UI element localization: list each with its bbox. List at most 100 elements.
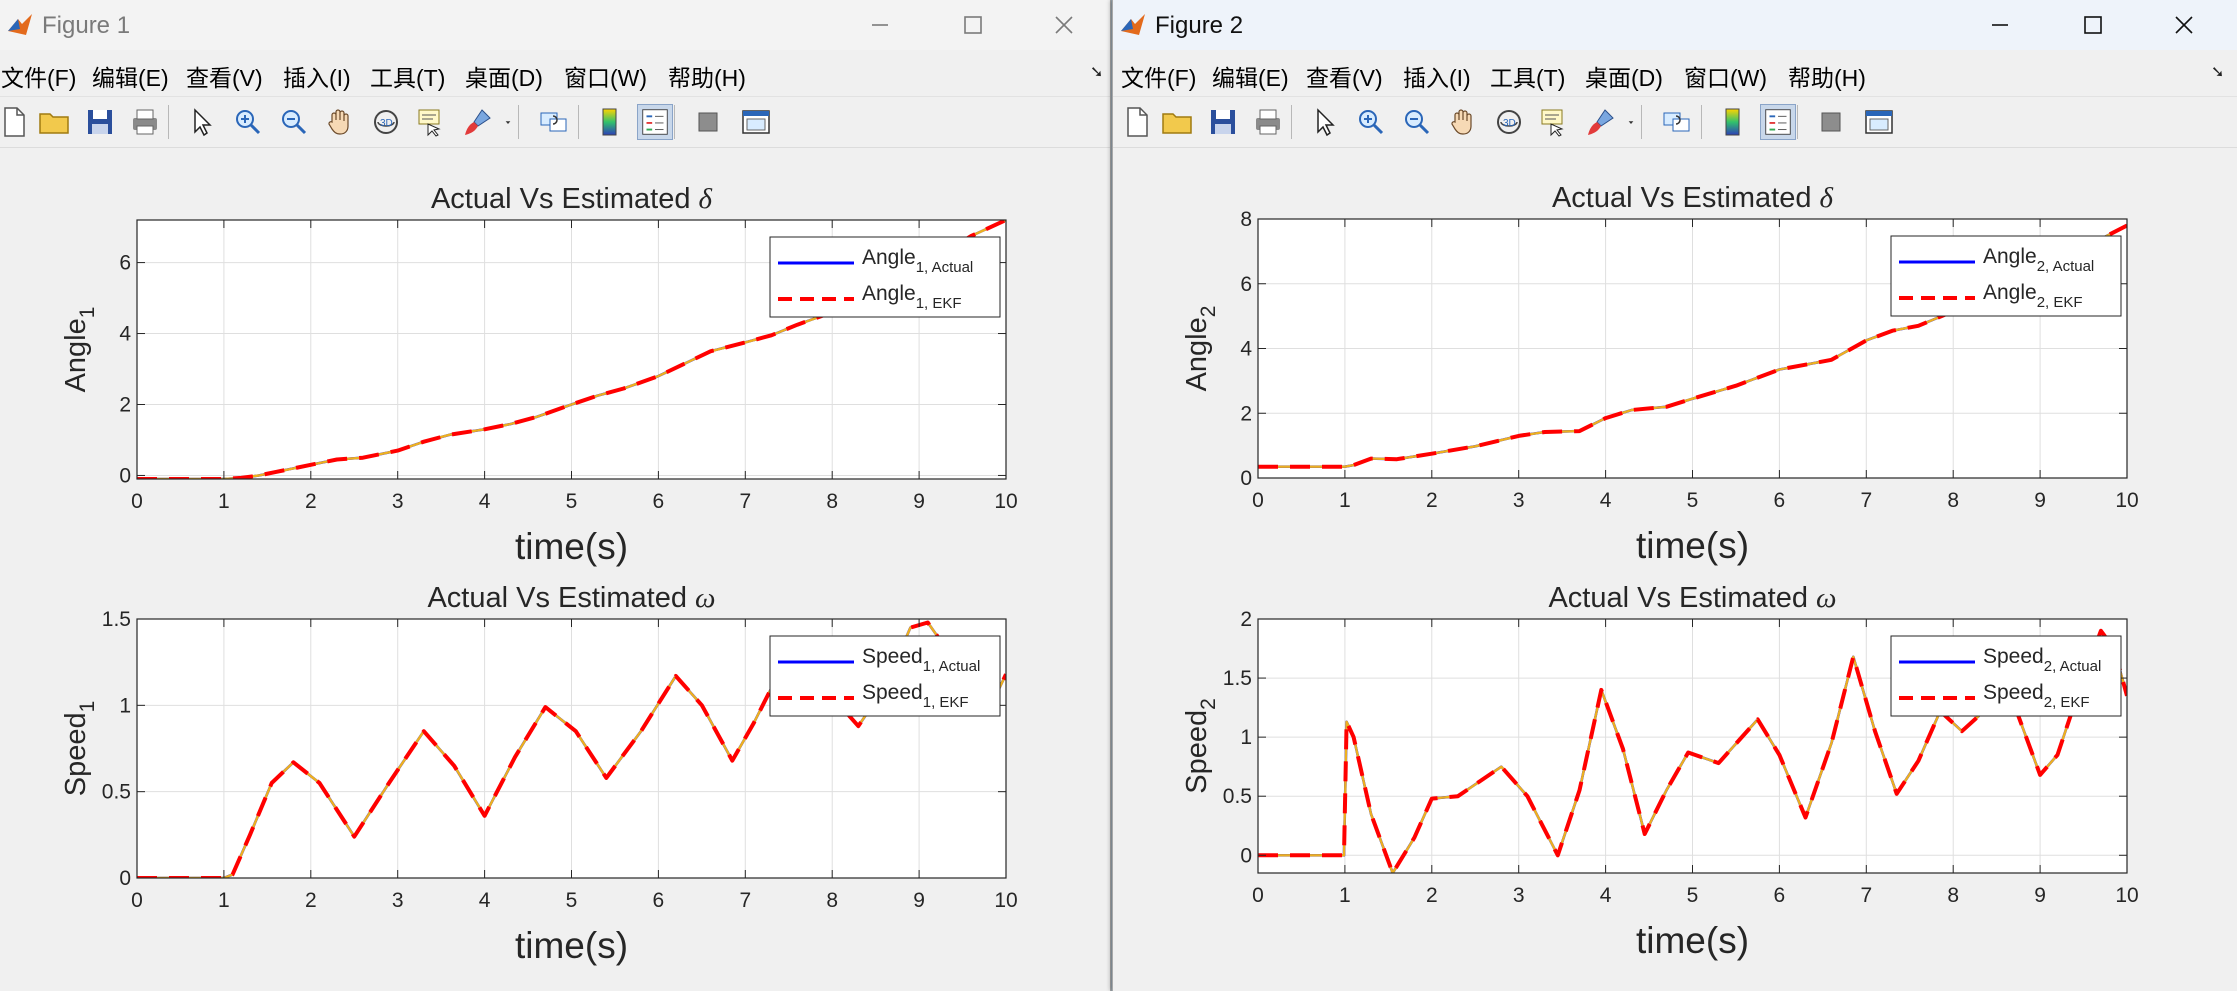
menu-tools[interactable]: 工具(T) bbox=[1490, 65, 1566, 91]
menu-tools[interactable]: 工具(T) bbox=[370, 65, 446, 91]
legend-icon[interactable] bbox=[1760, 104, 1796, 140]
x-tick-label: 10 bbox=[2115, 489, 2138, 512]
chart-title-symbol: ω bbox=[1816, 582, 1836, 614]
matlab-logo-icon bbox=[6, 11, 34, 39]
legend-icon[interactable] bbox=[637, 104, 673, 140]
y-axis-label: Angle2 bbox=[1181, 306, 1220, 392]
brush-dropdown-icon[interactable] bbox=[1624, 104, 1638, 140]
hide-plot-tools-icon[interactable] bbox=[690, 104, 726, 140]
menu-help[interactable]: 帮助(H) bbox=[668, 65, 746, 91]
menu-desktop[interactable]: 桌面(D) bbox=[1585, 65, 1663, 91]
x-tick-label: 7 bbox=[1860, 489, 1872, 512]
y-tick-label: 2 bbox=[1240, 402, 1252, 425]
axes-panel-bottom[interactable]: 0 1 2 3 4 5 6 7 8 9 10 0 0.5 1 1.5 Actual Vs Estimated … bbox=[60, 582, 1018, 966]
zoom-in-icon[interactable] bbox=[1353, 104, 1389, 140]
menu-insert[interactable]: 插入(I) bbox=[283, 65, 351, 91]
link-plot-icon[interactable] bbox=[1659, 104, 1695, 140]
brush-icon[interactable] bbox=[460, 104, 496, 140]
rotate-3d-icon[interactable]: 3D bbox=[1491, 104, 1527, 140]
x-tick-label: 7 bbox=[1860, 884, 1872, 907]
menu-desktop[interactable]: 桌面(D) bbox=[465, 65, 543, 91]
legend-label-name: Speed bbox=[862, 645, 923, 668]
y-tick-label: 0.5 bbox=[1223, 785, 1252, 808]
close-icon[interactable] bbox=[1040, 6, 1088, 44]
menu-help[interactable]: 帮助(H) bbox=[1788, 65, 1866, 91]
zoom-out-icon[interactable] bbox=[1399, 104, 1435, 140]
pan-hand-icon[interactable] bbox=[322, 104, 358, 140]
save-icon[interactable] bbox=[1205, 104, 1241, 140]
brush-dropdown-icon[interactable] bbox=[501, 104, 515, 140]
data-tips-icon[interactable] bbox=[414, 104, 450, 140]
x-tick-label: 6 bbox=[1774, 884, 1786, 907]
axes-panel-top[interactable]: 0 1 2 3 4 5 6 7 8 9 10 0 2 4 6 8 Actual Vs Estimated δ ti… bbox=[1181, 182, 2139, 566]
x-tick-label: 8 bbox=[826, 490, 838, 513]
save-icon[interactable] bbox=[82, 104, 118, 140]
new-file-icon[interactable] bbox=[1119, 104, 1155, 140]
open-folder-icon[interactable] bbox=[36, 104, 72, 140]
zoom-out-icon[interactable] bbox=[276, 104, 312, 140]
legend-box bbox=[1890, 235, 2122, 317]
y-tick-label: 0 bbox=[1240, 467, 1252, 490]
menu-window[interactable]: 窗口(W) bbox=[564, 65, 648, 91]
rotate-3d-icon[interactable]: 3D bbox=[368, 104, 404, 140]
minimize-icon[interactable] bbox=[856, 6, 904, 44]
title-bar[interactable]: Figure 2 bbox=[1113, 0, 2237, 50]
x-tick-label: 6 bbox=[1774, 489, 1786, 512]
toolbar-separator bbox=[1701, 105, 1702, 139]
menu-insert[interactable]: 插入(I) bbox=[1403, 65, 1471, 91]
brush-icon[interactable] bbox=[1583, 104, 1619, 140]
dock-arrow-icon[interactable]: ➘ bbox=[1090, 64, 1104, 81]
zoom-in-icon[interactable] bbox=[230, 104, 266, 140]
menu-bar: 文件(F) 编辑(E) 查看(V) 插入(I) 工具(T) 桌面(D) 窗口(W… bbox=[1113, 52, 2237, 94]
menu-edit[interactable]: 编辑(E) bbox=[1212, 65, 1289, 91]
y-tick-label: 0 bbox=[1240, 844, 1252, 867]
colorbar-icon[interactable] bbox=[1715, 104, 1751, 140]
x-tick-label: 6 bbox=[653, 490, 665, 513]
y-axis-label: Speed2 bbox=[1181, 698, 1220, 794]
title-bar[interactable]: Figure 1 bbox=[0, 0, 1110, 50]
x-tick-label: 2 bbox=[1426, 884, 1438, 907]
x-tick-label: 9 bbox=[913, 490, 925, 513]
legend-label-name: Speed bbox=[862, 681, 923, 704]
link-plot-icon[interactable] bbox=[536, 104, 572, 140]
maximize-icon[interactable] bbox=[948, 6, 996, 44]
x-tick-label: 2 bbox=[305, 889, 317, 912]
menu-view[interactable]: 查看(V) bbox=[186, 65, 263, 91]
open-folder-icon[interactable] bbox=[1159, 104, 1195, 140]
chart-title-symbol: δ bbox=[699, 183, 713, 215]
menu-file[interactable]: 文件(F) bbox=[1, 65, 77, 91]
show-plot-tools-icon[interactable] bbox=[1861, 104, 1897, 140]
maximize-icon[interactable] bbox=[2068, 6, 2116, 44]
dock-arrow-icon[interactable]: ➘ bbox=[2211, 64, 2225, 81]
print-icon[interactable] bbox=[1250, 104, 1286, 140]
axes-panel-top[interactable]: 0 1 2 3 4 5 6 7 8 9 10 0 2 4 6 Actual Vs Estimated δ tim… bbox=[60, 183, 1018, 567]
minimize-icon[interactable] bbox=[1976, 6, 2024, 44]
y-tick-label: 1 bbox=[1240, 726, 1252, 749]
select-arrow-icon[interactable] bbox=[1307, 104, 1343, 140]
new-file-icon[interactable] bbox=[0, 104, 32, 140]
data-tips-icon[interactable] bbox=[1537, 104, 1573, 140]
x-axis-label: time(s) bbox=[515, 526, 628, 567]
colorbar-icon[interactable] bbox=[592, 104, 628, 140]
menu-edit[interactable]: 编辑(E) bbox=[92, 65, 169, 91]
select-arrow-icon[interactable] bbox=[184, 104, 220, 140]
show-plot-tools-icon[interactable] bbox=[738, 104, 774, 140]
pan-hand-icon[interactable] bbox=[1445, 104, 1481, 140]
window-title: Figure 2 bbox=[1155, 12, 1244, 39]
menu-view[interactable]: 查看(V) bbox=[1306, 65, 1383, 91]
hide-plot-tools-icon[interactable] bbox=[1813, 104, 1849, 140]
menu-file[interactable]: 文件(F) bbox=[1121, 65, 1197, 91]
print-icon[interactable] bbox=[127, 104, 163, 140]
x-tick-label: 9 bbox=[2034, 884, 2046, 907]
menu-window[interactable]: 窗口(W) bbox=[1684, 65, 1768, 91]
matlab-logo-icon bbox=[1119, 11, 1147, 39]
x-tick-label: 1 bbox=[1339, 884, 1351, 907]
close-icon[interactable] bbox=[2160, 6, 2208, 44]
